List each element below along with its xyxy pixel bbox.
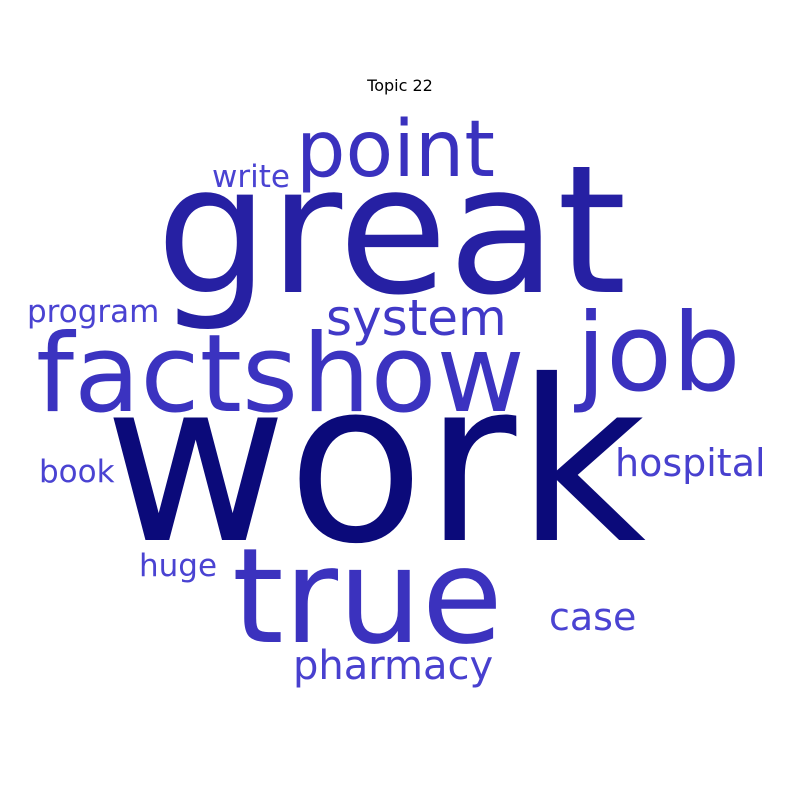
word-huge: huge	[139, 548, 217, 584]
word-book: book	[39, 454, 115, 490]
word-work: work	[104, 332, 646, 593]
word-point: point	[296, 105, 495, 195]
chart-title: Topic 22	[367, 76, 433, 95]
word-case: case	[549, 595, 636, 639]
word-program: program	[27, 294, 159, 330]
word-hospital: hospital	[615, 441, 766, 485]
word-pharmacy: pharmacy	[293, 643, 493, 689]
word-true: true	[232, 520, 503, 674]
word-facts: facts	[36, 312, 298, 437]
word-great: great	[156, 127, 627, 334]
word-write: write	[212, 159, 290, 195]
word-system: system	[326, 289, 507, 347]
word-job: job	[574, 291, 741, 416]
word-how: how	[302, 312, 525, 437]
